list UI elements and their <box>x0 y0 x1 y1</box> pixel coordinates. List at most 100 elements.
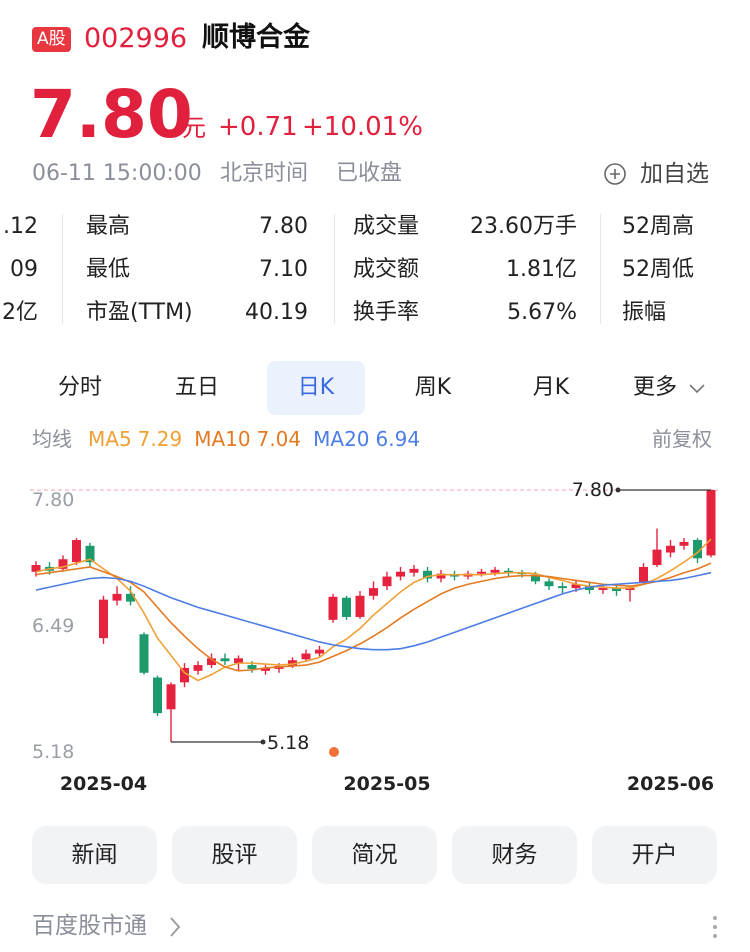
candle-body <box>139 634 149 673</box>
candle-body <box>247 665 257 669</box>
adjust-mode[interactable]: 前复权 <box>652 427 712 451</box>
candle-body <box>180 667 189 683</box>
stat-label: 最高 <box>86 214 131 239</box>
change-pct: +10.01% <box>302 112 423 142</box>
more-chevron <box>689 384 705 394</box>
candle-body <box>558 586 567 589</box>
market-status: 已收盘 <box>336 161 403 186</box>
divider <box>600 214 601 324</box>
candle-body <box>706 490 716 556</box>
divider <box>62 214 63 324</box>
stat-value: 7.10 <box>259 257 308 282</box>
clipped-value: 09 <box>10 257 38 282</box>
quote-time: 06-11 15:00:00 <box>32 161 202 186</box>
stock-name: 顺博合金 <box>202 22 310 53</box>
price-unit: 元 <box>182 114 206 142</box>
legend-name: MA20 <box>313 427 370 451</box>
tab[interactable]: 日K <box>267 361 365 415</box>
footer-chevron <box>170 917 181 937</box>
ma-line <box>35 562 712 672</box>
high-pointer-dot <box>615 487 621 493</box>
footer-brand[interactable]: 百度股市通 <box>32 913 147 939</box>
legend-title: 均线 <box>32 427 72 451</box>
tab[interactable]: 五日 <box>174 375 219 400</box>
candle-body <box>153 677 162 714</box>
candle-body <box>652 549 662 566</box>
candle-body <box>409 568 419 573</box>
add-icon[interactable] <box>603 162 627 186</box>
candle-body <box>679 541 689 546</box>
candle-body <box>571 584 581 589</box>
kline-chart: 7.80 6.49 5.18 2025-04 2025-05 2025-06 7.80 5.1… <box>30 479 718 795</box>
candle-body <box>369 588 378 596</box>
candle-body <box>85 545 95 563</box>
stat-value: 40.19 <box>245 300 308 325</box>
candle-body <box>477 571 486 574</box>
x-tick-label: 2025-04 <box>60 773 147 795</box>
more-dots[interactable] <box>710 914 720 942</box>
price: 7.80 <box>30 76 193 153</box>
candle-body <box>612 588 621 591</box>
candle-body <box>193 665 203 671</box>
clipped-value: 2亿 <box>2 300 38 325</box>
candle-body <box>288 660 297 667</box>
candle-body <box>112 593 122 601</box>
candle-body <box>693 540 702 559</box>
candle-body <box>382 576 392 587</box>
tab[interactable]: 更多 <box>632 375 677 400</box>
nav-button[interactable]: 财务 <box>452 826 577 884</box>
change: +0.71 <box>218 112 298 142</box>
stat-label: 52周高 <box>622 214 694 239</box>
candle-body <box>72 540 81 563</box>
event-dot[interactable] <box>329 747 339 757</box>
candle-body <box>234 658 243 664</box>
x-tick-label: 2025-05 <box>343 773 430 795</box>
legend-value: 6.94 <box>375 427 421 451</box>
stat-label: 市盈(TTM) <box>86 300 193 325</box>
y-tick-label: 5.18 <box>32 741 74 763</box>
high-label: 7.80 <box>572 479 614 501</box>
candle-body <box>544 581 554 587</box>
candle-body <box>342 597 351 617</box>
candle-body <box>666 545 675 553</box>
tab[interactable]: 月K <box>532 375 570 400</box>
stat-label: 52周低 <box>622 257 694 282</box>
market-badge: A股 <box>32 27 71 52</box>
x-tick-label: 2025-06 <box>627 773 714 795</box>
stat-value: 5.67% <box>507 300 577 325</box>
candle-body <box>31 565 41 572</box>
candle-body <box>261 667 270 671</box>
nav-button[interactable]: 开户 <box>592 826 717 884</box>
stat-label: 最低 <box>86 257 131 282</box>
timezone: 北京时间 <box>220 161 309 186</box>
candle-body <box>396 571 405 577</box>
nav-button[interactable]: 新闻 <box>32 826 157 884</box>
ma-line <box>35 538 712 682</box>
candle-body <box>355 595 365 617</box>
low-pointer-dot <box>260 739 266 745</box>
stat-value: 23.60万手 <box>470 214 577 239</box>
legend-name: MA5 <box>88 427 132 451</box>
candle-body <box>166 684 176 710</box>
candle-body <box>585 586 594 591</box>
legend-value: 7.04 <box>256 427 302 451</box>
candle-body <box>598 588 608 591</box>
add-watchlist[interactable]: 加自选 <box>640 161 709 187</box>
candle-body <box>99 599 108 639</box>
candle-body <box>639 566 648 583</box>
candle-body <box>58 559 68 569</box>
nav-button[interactable]: 简况 <box>312 826 437 884</box>
divider <box>334 214 335 324</box>
nav-button[interactable]: 股评 <box>172 826 297 884</box>
stat-label: 振幅 <box>622 300 667 325</box>
candle-body <box>207 658 216 666</box>
low-label: 5.18 <box>267 732 309 754</box>
legend-name: MA10 <box>194 427 251 451</box>
candle-body <box>504 570 513 573</box>
tab[interactable]: 分时 <box>57 375 102 400</box>
stat-label: 成交量 <box>353 214 420 239</box>
candle-body <box>423 570 432 579</box>
tab[interactable]: 周K <box>414 375 452 400</box>
ma-line <box>35 571 712 651</box>
